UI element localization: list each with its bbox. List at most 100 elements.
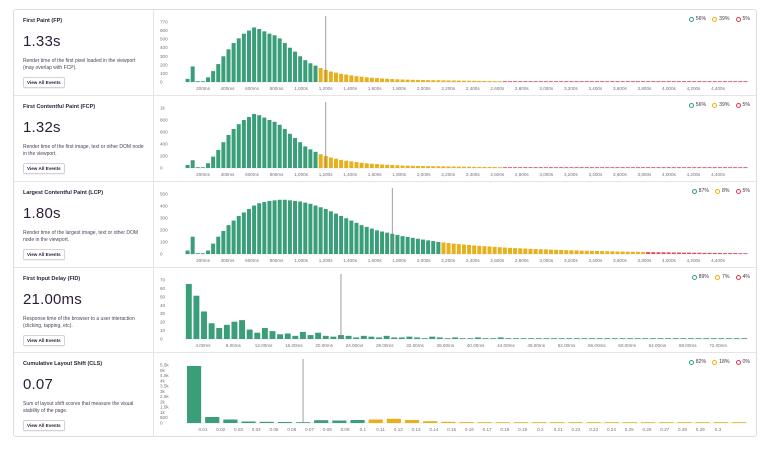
y-tick-label: 0 — [160, 421, 163, 426]
view-all-events-button[interactable]: View All Events — [23, 420, 65, 431]
histogram-bar — [733, 81, 738, 82]
histogram-bar — [223, 324, 230, 339]
histogram-bar — [659, 422, 674, 423]
histogram-bar — [206, 250, 211, 254]
histogram-bar — [550, 422, 565, 423]
histogram-bar — [221, 230, 226, 254]
legend-good-value: 56% — [695, 16, 707, 22]
histogram-bar — [682, 252, 687, 254]
histogram-bar — [282, 199, 287, 254]
histogram-bar — [385, 232, 390, 254]
histogram-bar — [303, 60, 308, 82]
histogram-bar — [505, 338, 512, 339]
chart-legend: 87% 8% 5% — [691, 188, 750, 194]
x-tick-label: 28.00ms — [376, 343, 394, 348]
histogram-bar — [456, 80, 461, 82]
view-all-events-button[interactable]: View All Events — [23, 163, 65, 174]
histogram-bar — [436, 241, 441, 254]
histogram-bar — [646, 167, 651, 168]
histogram-bar — [554, 167, 559, 168]
x-tick-label: 1,000s — [294, 86, 308, 91]
histogram-bar — [185, 165, 190, 168]
histogram-bar — [252, 114, 257, 168]
histogram-bar — [420, 239, 425, 254]
histogram-bar — [586, 422, 601, 423]
histogram-bar — [386, 418, 401, 423]
histogram-bar — [339, 73, 344, 82]
y-tick-label: 40 — [160, 303, 166, 308]
x-tick-label: 4,400s — [711, 172, 725, 177]
histogram-bar — [262, 117, 267, 168]
histogram-bar — [596, 338, 603, 339]
histogram-bar — [339, 159, 344, 168]
histogram-bar — [400, 236, 405, 254]
histogram-bar — [497, 81, 502, 82]
histogram-bar — [216, 64, 221, 82]
histogram-bar — [513, 248, 518, 254]
histogram-bar — [431, 80, 436, 82]
view-all-events-button[interactable]: View All Events — [23, 77, 65, 88]
view-all-events-button[interactable]: View All Events — [23, 335, 65, 346]
histogram-svg: 0 100 200 300 400 500 200ms 400ms 600ms 800ms 1,00… — [160, 188, 748, 263]
histogram-bar — [328, 71, 333, 82]
histogram-bar — [687, 252, 692, 254]
histogram-bar — [569, 250, 574, 254]
histogram-bar — [595, 81, 600, 82]
histogram-bar — [692, 81, 697, 82]
y-tick-label: 100 — [160, 71, 168, 76]
histogram-bar — [350, 420, 365, 423]
histogram-bar — [634, 338, 641, 339]
x-tick-label: 1,600s — [368, 258, 382, 263]
histogram-bar — [741, 338, 748, 339]
histogram-bar — [722, 167, 727, 168]
histogram-bar — [193, 295, 200, 339]
histogram-bar — [477, 166, 482, 168]
histogram-bar — [308, 63, 313, 82]
histogram-bar — [441, 166, 446, 168]
metric-row-fp: First Paint (FP) 1.33s Render time of th… — [14, 10, 756, 96]
histogram-bar — [579, 81, 584, 82]
x-tick-label: 0.1 — [360, 427, 367, 432]
y-tick-label: 400 — [160, 142, 168, 147]
histogram-bar — [216, 236, 221, 254]
histogram-bar — [712, 252, 717, 254]
histogram-bar — [467, 245, 472, 254]
histogram-bar — [671, 167, 676, 168]
histogram-bar — [569, 167, 574, 168]
x-tick-label: 3,600s — [613, 172, 627, 177]
histogram-bar — [492, 167, 497, 168]
histogram-bar — [502, 81, 507, 82]
histogram-bar — [600, 167, 605, 168]
histogram-bar — [349, 75, 354, 82]
view-all-events-button[interactable]: View All Events — [23, 249, 65, 260]
x-tick-label: 600ms — [245, 258, 259, 263]
x-tick-label: 3,600s — [613, 258, 627, 263]
x-tick-label: 56.00ms — [588, 343, 606, 348]
x-tick-label: 68.00ms — [679, 343, 697, 348]
legend-meh: 18% — [712, 359, 730, 365]
histogram-bar — [461, 244, 466, 254]
histogram-bar — [642, 338, 649, 339]
histogram-bar — [656, 252, 661, 254]
histogram-bar — [710, 338, 717, 339]
metric-info: First Input Delay (FID) 21.00ms Response… — [14, 268, 154, 352]
x-tick-label: 800ms — [270, 172, 284, 177]
legend-good-value: 87% — [698, 188, 709, 194]
x-tick-label: 3,800s — [638, 86, 652, 91]
x-tick-label: 1,000s — [294, 258, 308, 263]
histogram-bar — [404, 420, 420, 423]
histogram-bar — [589, 250, 594, 254]
histogram-bar — [461, 166, 466, 168]
x-tick-label: 1,000s — [294, 172, 308, 177]
histogram-bar — [221, 142, 226, 168]
x-tick-label: 0.07 — [305, 427, 314, 432]
histogram-bar — [195, 167, 200, 168]
histogram-bar — [728, 167, 733, 168]
histogram-bar — [380, 78, 385, 82]
histogram-bar — [651, 167, 656, 168]
histogram-bar — [459, 338, 466, 339]
histogram-bar — [566, 338, 573, 339]
histogram-bar — [649, 338, 656, 339]
histogram-bar — [200, 253, 205, 254]
